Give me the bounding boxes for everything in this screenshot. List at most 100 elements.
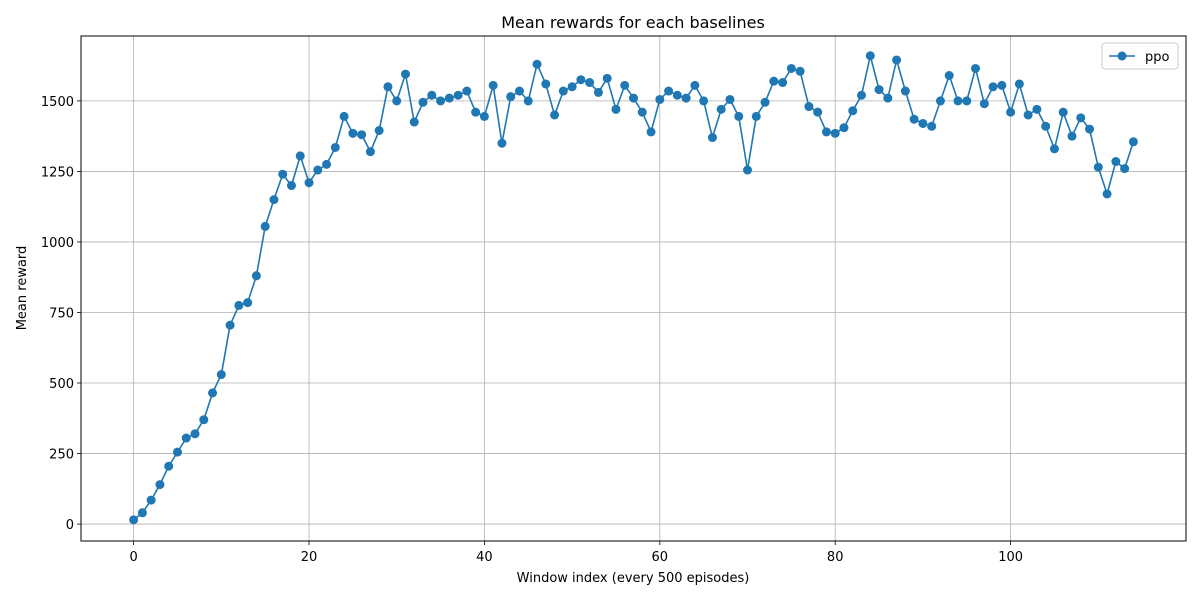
data-point <box>497 138 507 148</box>
data-point <box>1067 131 1077 141</box>
data-point <box>1128 137 1138 147</box>
data-point <box>716 104 726 114</box>
data-point <box>190 429 200 439</box>
data-point <box>611 104 621 114</box>
x-tick-label: 40 <box>476 550 493 565</box>
chart-title: Mean rewards for each baselines <box>501 13 765 32</box>
data-point <box>558 86 568 96</box>
data-point <box>532 59 542 69</box>
data-point <box>286 181 296 191</box>
data-point <box>400 69 410 79</box>
data-point <box>786 63 796 73</box>
data-point <box>567 82 577 92</box>
data-point <box>1049 144 1059 154</box>
data-point <box>576 75 586 85</box>
legend-marker <box>1117 51 1127 61</box>
data-point <box>1023 110 1033 120</box>
data-point <box>418 97 428 107</box>
data-point <box>927 121 937 131</box>
y-tick-label: 0 <box>66 518 74 533</box>
data-point <box>383 82 393 92</box>
data-point <box>339 111 349 121</box>
data-point <box>743 165 753 175</box>
data-point <box>208 388 218 398</box>
legend-box <box>1101 42 1179 70</box>
data-point <box>514 86 524 96</box>
data-point <box>593 87 603 97</box>
data-point <box>199 415 209 425</box>
data-point <box>295 151 305 161</box>
y-tick-label: 500 <box>49 377 74 392</box>
x-axis-label: Window index (every 500 episodes) <box>517 571 750 586</box>
data-point <box>488 80 498 90</box>
data-point <box>830 128 840 138</box>
x-tick-label: 0 <box>129 550 137 565</box>
data-point <box>523 96 533 106</box>
data-point <box>1058 107 1068 117</box>
data-point <box>1076 113 1086 123</box>
data-point <box>585 78 595 88</box>
data-point <box>935 96 945 106</box>
data-point <box>795 66 805 76</box>
data-point <box>629 93 638 103</box>
y-tick-label: 1250 <box>41 165 74 180</box>
data-point <box>962 96 972 106</box>
y-tick-label: 1000 <box>41 236 74 251</box>
data-point <box>979 99 989 109</box>
data-point <box>760 97 770 107</box>
data-point <box>646 127 656 137</box>
data-point <box>278 169 288 179</box>
data-point <box>550 110 560 120</box>
series-layer <box>129 51 1138 525</box>
data-point <box>734 111 744 121</box>
data-point <box>462 86 472 96</box>
x-tick-label: 60 <box>652 550 669 565</box>
data-point <box>304 178 314 188</box>
data-point <box>348 128 358 138</box>
data-point <box>751 111 761 121</box>
data-point <box>1032 104 1042 114</box>
data-point <box>602 73 612 83</box>
data-point <box>813 107 823 117</box>
data-point <box>269 195 279 205</box>
data-point <box>699 96 709 106</box>
data-point <box>137 508 147 518</box>
legend: ppo <box>1101 42 1179 70</box>
data-point <box>155 480 165 490</box>
data-point <box>953 96 963 106</box>
data-point <box>690 80 700 90</box>
data-point <box>409 117 419 127</box>
data-point <box>357 130 367 140</box>
data-point <box>857 90 867 100</box>
data-point <box>620 80 630 90</box>
data-point <box>918 118 928 128</box>
data-point <box>313 165 323 175</box>
y-tick-label: 250 <box>49 448 74 463</box>
data-point <box>365 147 375 157</box>
x-tick-label: 100 <box>998 550 1023 565</box>
data-point <box>707 133 717 143</box>
data-point <box>427 90 437 100</box>
data-point <box>260 221 270 231</box>
data-point <box>892 55 902 65</box>
data-point <box>330 142 340 152</box>
data-point <box>909 114 919 124</box>
data-point <box>322 159 332 169</box>
data-point <box>971 63 981 73</box>
data-point <box>1102 189 1112 199</box>
data-point <box>479 111 489 121</box>
plot-frame <box>80 35 1187 542</box>
data-point <box>392 96 402 106</box>
data-point <box>181 433 191 443</box>
data-point <box>1111 157 1121 167</box>
data-point <box>900 86 910 96</box>
data-point <box>988 82 998 92</box>
data-point <box>1014 79 1024 89</box>
data-point <box>251 271 261 281</box>
data-point <box>672 90 682 100</box>
data-point <box>637 107 647 117</box>
data-point <box>471 107 481 117</box>
data-point <box>172 447 182 457</box>
